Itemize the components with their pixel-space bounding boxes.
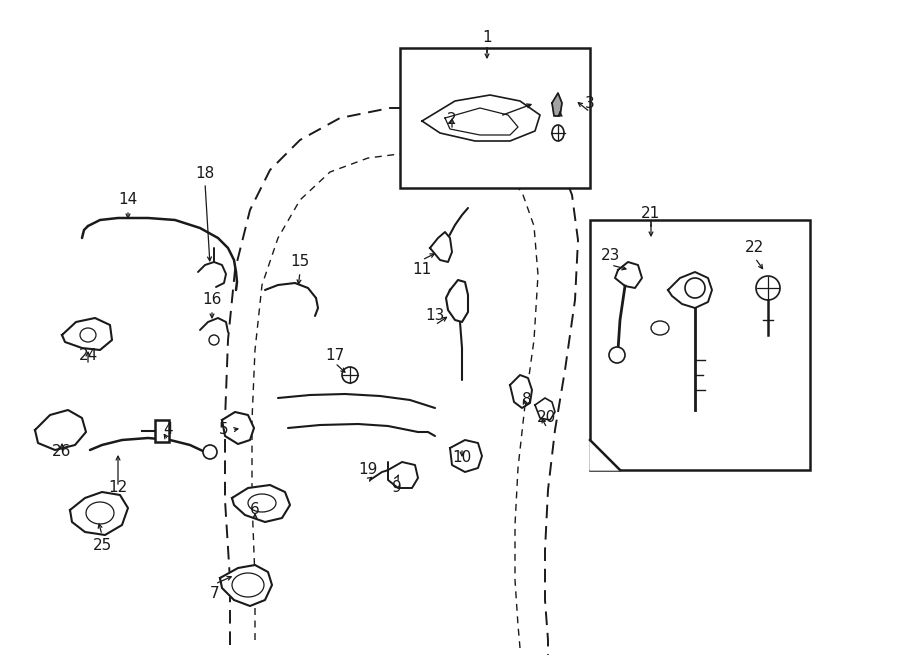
Text: 24: 24 xyxy=(78,348,97,362)
Text: 26: 26 xyxy=(52,444,72,459)
Text: 20: 20 xyxy=(537,410,556,426)
Text: 11: 11 xyxy=(412,262,432,278)
Text: 23: 23 xyxy=(601,247,621,262)
Circle shape xyxy=(342,367,358,383)
Text: 7: 7 xyxy=(211,586,220,602)
Bar xyxy=(590,220,810,470)
Circle shape xyxy=(609,347,625,363)
Text: 2: 2 xyxy=(447,112,457,128)
Text: 21: 21 xyxy=(642,206,661,221)
Polygon shape xyxy=(70,492,128,535)
Text: 18: 18 xyxy=(195,165,214,180)
Polygon shape xyxy=(552,93,562,116)
Polygon shape xyxy=(220,565,272,606)
Circle shape xyxy=(685,278,705,298)
Text: 13: 13 xyxy=(426,307,445,323)
Text: 12: 12 xyxy=(108,479,128,494)
Circle shape xyxy=(756,276,780,300)
Polygon shape xyxy=(430,232,452,262)
Polygon shape xyxy=(35,410,86,450)
Polygon shape xyxy=(535,398,555,420)
Polygon shape xyxy=(590,440,620,470)
Polygon shape xyxy=(450,440,482,472)
Text: 19: 19 xyxy=(358,463,378,477)
Text: 15: 15 xyxy=(291,254,310,270)
Text: 6: 6 xyxy=(250,502,260,518)
Polygon shape xyxy=(510,375,532,408)
Polygon shape xyxy=(62,318,112,350)
Text: 17: 17 xyxy=(326,348,345,362)
Text: 9: 9 xyxy=(392,481,402,496)
Polygon shape xyxy=(388,462,418,488)
Text: 1: 1 xyxy=(482,30,491,46)
Bar xyxy=(400,48,590,188)
Polygon shape xyxy=(615,262,642,288)
Polygon shape xyxy=(668,272,712,308)
Polygon shape xyxy=(232,485,290,522)
Text: 4: 4 xyxy=(163,422,173,438)
Polygon shape xyxy=(446,280,468,322)
Text: 16: 16 xyxy=(202,293,221,307)
Circle shape xyxy=(209,335,219,345)
Text: 14: 14 xyxy=(119,192,138,208)
Circle shape xyxy=(203,445,217,459)
Text: 3: 3 xyxy=(585,95,595,110)
Polygon shape xyxy=(422,95,540,141)
Bar xyxy=(155,420,169,442)
Text: 10: 10 xyxy=(453,451,472,465)
Polygon shape xyxy=(222,412,254,444)
Text: 22: 22 xyxy=(745,241,765,256)
Text: 5: 5 xyxy=(220,422,229,438)
Text: 25: 25 xyxy=(93,537,112,553)
Text: 8: 8 xyxy=(522,393,532,407)
